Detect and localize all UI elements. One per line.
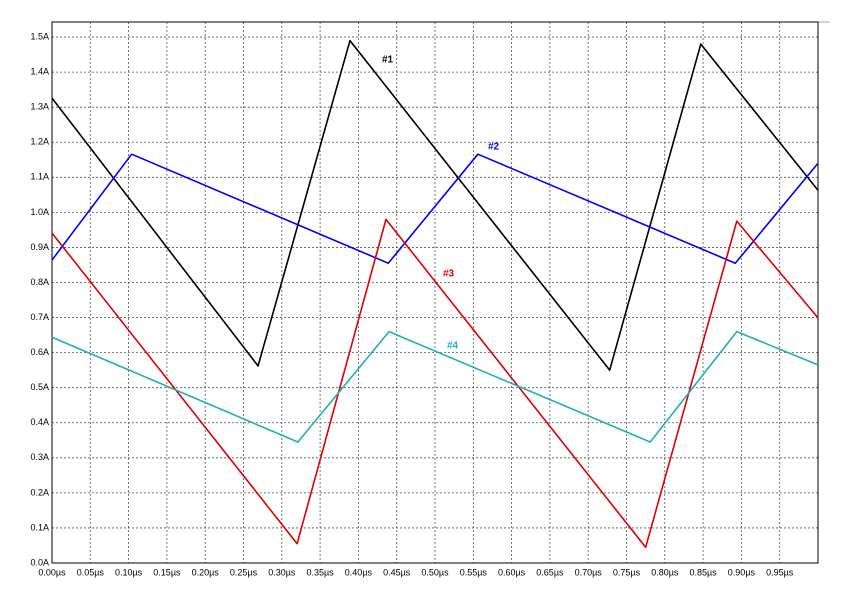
x-tick-label: 0.20µs — [192, 567, 220, 577]
x-tick-label: 0.50µs — [421, 567, 449, 577]
y-tick-label: 1.2A — [30, 137, 49, 147]
y-tick-label: 1.1A — [30, 172, 49, 182]
x-tick-label: 0.25µs — [230, 567, 258, 577]
y-tick-label: 0.4A — [30, 417, 49, 427]
series-label: #1 — [382, 55, 394, 66]
x-tick-label: 0.60µs — [498, 567, 526, 577]
x-tick-label: 0.00µs — [38, 567, 66, 577]
y-tick-label: 1.0A — [30, 207, 49, 217]
y-tick-label: 0.6A — [30, 347, 49, 357]
y-tick-label: 0.0A — [30, 557, 49, 567]
y-tick-label: 1.4A — [30, 67, 49, 77]
x-tick-label: 0.35µs — [306, 567, 334, 577]
plot-frame — [51, 21, 819, 564]
x-tick-label: 0.75µs — [613, 567, 641, 577]
y-tick-label: 1.5A — [30, 31, 49, 41]
x-tick-label: 0.30µs — [268, 567, 296, 577]
series-line — [51, 218, 819, 549]
series-label: #3 — [443, 269, 455, 280]
x-tick-label: 0.95µs — [766, 567, 794, 577]
series-line — [51, 153, 819, 265]
y-tick-label: 0.9A — [30, 242, 49, 252]
y-tick-label: 0.7A — [30, 312, 49, 322]
y-tick-label: 0.8A — [30, 277, 49, 287]
x-tick-label: 0.90µs — [728, 567, 756, 577]
x-tick-label: 0.80µs — [651, 567, 679, 577]
x-tick-label: 0.05µs — [77, 567, 105, 577]
series-line — [51, 39, 819, 371]
y-tick-label: 0.1A — [30, 522, 49, 532]
y-tick-label: 0.5A — [30, 382, 49, 392]
x-tick-label: 0.70µs — [575, 567, 603, 577]
x-tick-label: 0.85µs — [689, 567, 717, 577]
x-tick-label: 0.45µs — [383, 567, 411, 577]
series-label: #2 — [488, 142, 500, 153]
y-tick-label: 0.3A — [30, 452, 49, 462]
x-tick-label: 0.15µs — [153, 567, 181, 577]
x-tick-label: 0.55µs — [460, 567, 488, 577]
series-line — [51, 330, 819, 443]
y-tick-label: 1.3A — [30, 102, 49, 112]
x-tick-label: 0.10µs — [115, 567, 143, 577]
x-tick-label: 0.65µs — [536, 567, 564, 577]
y-tick-label: 0.2A — [30, 487, 49, 497]
series-label: #4 — [447, 341, 459, 352]
x-tick-label: 0.40µs — [345, 567, 373, 577]
